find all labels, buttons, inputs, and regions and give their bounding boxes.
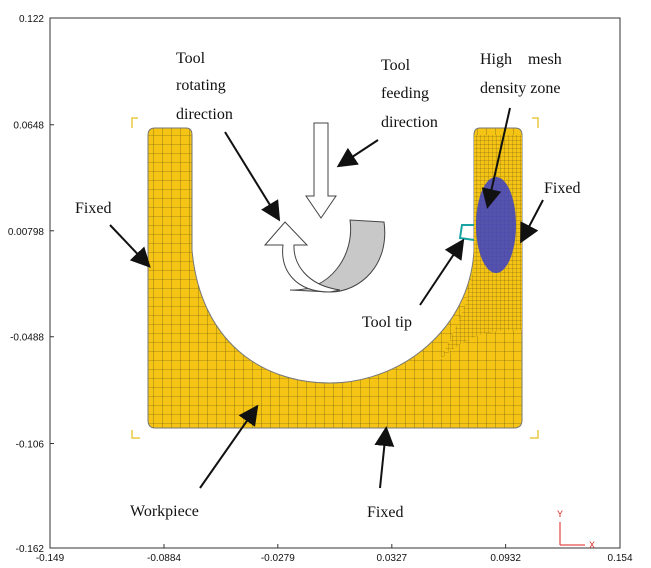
x-tick-label: -0.0279 — [261, 553, 295, 564]
y-tick-label: 0.0648 — [13, 121, 44, 132]
annotation: feeding — [381, 85, 429, 102]
annotation: Tool tip — [362, 314, 412, 331]
x-tick-label: 0.0327 — [377, 553, 408, 564]
annotation: Tool — [176, 50, 206, 67]
axis-label: Y — [557, 509, 563, 519]
high-density-zone — [476, 177, 516, 273]
figure: Tool rotating direction Tool feeding dir… — [0, 0, 651, 568]
annotation: direction — [381, 114, 438, 131]
annotation: density zone — [480, 80, 560, 97]
x-tick-label: -0.0884 — [147, 553, 181, 564]
annotation: rotating — [176, 77, 226, 94]
annotation: Fixed — [75, 200, 111, 217]
annotation: Tool — [381, 57, 411, 74]
annotation: Fixed — [367, 504, 403, 521]
y-tick-label: -0.0488 — [10, 333, 44, 344]
y-tick-label: -0.106 — [16, 439, 45, 450]
y-tick-label: -0.162 — [16, 544, 45, 555]
annotation: Fixed — [544, 180, 580, 197]
annotation: High mesh — [480, 51, 562, 68]
annotation: direction — [176, 106, 233, 123]
x-tick-label: 0.154 — [607, 553, 632, 564]
y-tick-label: 0.122 — [19, 14, 44, 25]
x-tick-label: 0.0932 — [490, 553, 521, 564]
axis-label: X — [589, 540, 595, 550]
y-tick-label: 0.00798 — [8, 227, 45, 238]
annotation: Workpiece — [130, 503, 199, 520]
